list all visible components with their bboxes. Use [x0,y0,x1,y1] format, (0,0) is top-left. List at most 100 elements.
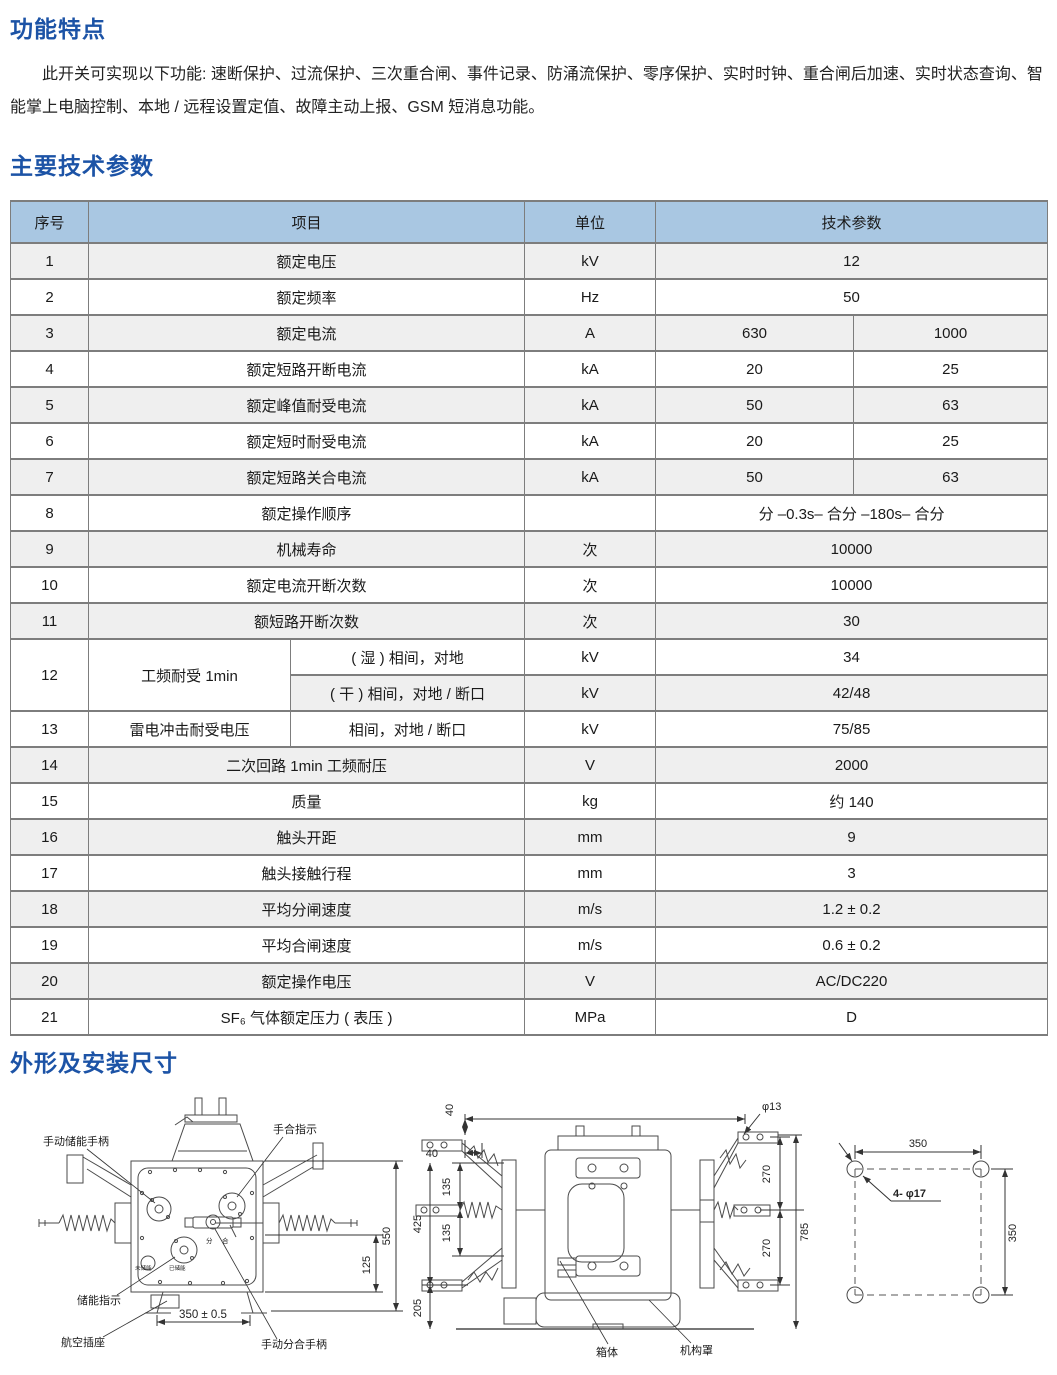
table-row: 3 额定电流 A 630 1000 [10,314,1049,352]
cell-no: 17 [10,854,89,892]
cell-unit: mm [524,818,657,856]
cell-unit: kA [524,458,657,496]
cell-unit: mm [524,854,657,892]
cell-value-1000: 25 [853,422,1049,460]
label-aviation-socket: 航空插座 [61,1335,105,1349]
label-charged: 已储能 [169,1264,186,1272]
table-row: 11 额短路开断次数 次 30 [10,602,1049,640]
cell-item: 工频耐受 1min [88,638,291,712]
features-paragraph: 此开关可实现以下功能: 速断保护、过流保护、三次重合闸、事件记录、防涌流保护、零… [10,66,1043,116]
cell-no: 6 [10,422,89,460]
cell-value: 3 [655,854,1049,892]
cell-value: 75/85 [655,710,1049,748]
cell-value-1000: 63 [853,458,1049,496]
table-row: 17 触头接触行程 mm 3 [10,854,1049,892]
cell-item: 额定电流 [87,314,526,352]
cell-value: 1.2 ± 0.2 [655,890,1049,928]
close-indicator-port [218,1192,246,1220]
dim-40-h: 40 [426,1148,438,1160]
cell-unit: 次 [524,566,657,604]
cell-value-630: 50 [655,386,855,424]
front-view-outline [38,1097,358,1314]
cell-no: 4 [10,350,89,388]
table-header-row: 序号 项目 单位 技术参数 [10,200,1049,244]
cell-item: 平均合闸速度 [87,926,526,964]
side-view-leaders [559,1260,692,1345]
cell-no: 1 [10,242,89,280]
charge-handle-port [146,1196,172,1222]
cell-value: 42/48 [655,674,1049,712]
front-view-dimensions [156,1160,403,1326]
cell-unit: m/s [524,890,657,928]
side-view-drawing: 40 40 φ13 135 135 425 205 270 270 785 箱体… [412,1101,811,1359]
dim-hole-height: 350 [1007,1224,1019,1242]
cell-unit: kA [524,422,657,460]
manual-switch-port [205,1214,221,1230]
bolt-dots [139,1167,255,1286]
label-4-holes: 4- φ17 [893,1188,926,1200]
cell-item: 额定短时耐受电流 [87,422,526,460]
cell-unit: kV [524,242,657,280]
cell-unit: V [524,746,657,784]
aviation-socket-box [150,1294,180,1309]
table-row: 8 额定操作顺序 分 –0.3s– 合分 –180s– 合分 [10,494,1049,532]
cell-value-1000: 63 [853,386,1049,424]
table-row: 13 雷电冲击耐受电压 相间，对地 / 断口 kV 75/85 [10,710,1049,748]
cell-item: 触头开距 [87,818,526,856]
cell-item: 额定操作顺序 [87,494,526,532]
cell-unit: 次 [524,530,657,568]
cell-no: 5 [10,386,89,424]
label-close: 合 [222,1236,229,1245]
cell-unit [524,494,657,532]
hole-square-dashed [854,1168,982,1296]
table-row: 4 额定短路开断电流 kA 20 25 [10,350,1049,388]
table-row: 19 平均合闸速度 m/s 0.6 ± 0.2 [10,926,1049,964]
dim-135a: 135 [441,1178,453,1196]
table-row: 7 额定短路关合电流 kA 50 63 [10,458,1049,496]
table-row: 21 SF₆ 气体额定压力 ( 表压 ) MPa D [10,998,1049,1036]
cell-unit: 次 [524,602,657,640]
cell-value-630: 20 [655,350,855,388]
cell-no: 20 [10,962,89,1000]
cell-item: 额定短路关合电流 [87,458,526,496]
cell-unit: MPa [524,998,657,1036]
table-row: 5 额定峰值耐受电流 kA 50 63 [10,386,1049,424]
cell-item: 额定峰值耐受电流 [87,386,526,424]
cell-item: 额定操作电压 [87,962,526,1000]
dim-350: 350 ± 0.5 [179,1309,227,1321]
section-title-features: 功能特点 [10,16,106,42]
col-header-no: 序号 [10,200,89,244]
label-not-charged: 未储能 [135,1264,152,1272]
cell-item: 质量 [87,782,526,820]
cell-no: 19 [10,926,89,964]
cell-subitem: 相间，对地 / 断口 [289,710,526,748]
dim-hole-width: 350 [909,1138,927,1150]
cell-unit: m/s [524,926,657,964]
table-row: 1 额定电压 kV 12 [10,242,1049,280]
col-header-param: 技术参数 [655,200,1049,244]
cell-item: 平均分闸速度 [87,890,526,928]
cell-no: 18 [10,890,89,928]
cell-value: 34 [655,638,1049,676]
cell-value: 12 [655,242,1049,280]
cell-value: 2000 [655,746,1049,784]
dim-hole-13: φ13 [762,1101,781,1113]
cell-value: 30 [655,602,1049,640]
table-row: 9 机械寿命 次 10000 [10,530,1049,568]
cell-value: 10000 [655,530,1049,568]
label-open: 分 [206,1236,213,1245]
cell-no: 8 [10,494,89,532]
dim-135b: 135 [441,1224,453,1242]
dim-550: 550 [381,1227,393,1245]
dim-40-v: 40 [444,1104,456,1116]
cell-item: SF₆ 气体额定压力 ( 表压 ) [87,998,526,1036]
dim-785: 785 [799,1223,811,1241]
cell-unit: kV [524,710,657,748]
cell-no: 9 [10,530,89,568]
cell-no: 2 [10,278,89,316]
cell-value: 9 [655,818,1049,856]
cell-item: 额定电压 [87,242,526,280]
section-title-dimensions: 外形及安装尺寸 [10,1050,178,1076]
cell-no: 13 [10,710,89,748]
cell-unit: kA [524,350,657,388]
